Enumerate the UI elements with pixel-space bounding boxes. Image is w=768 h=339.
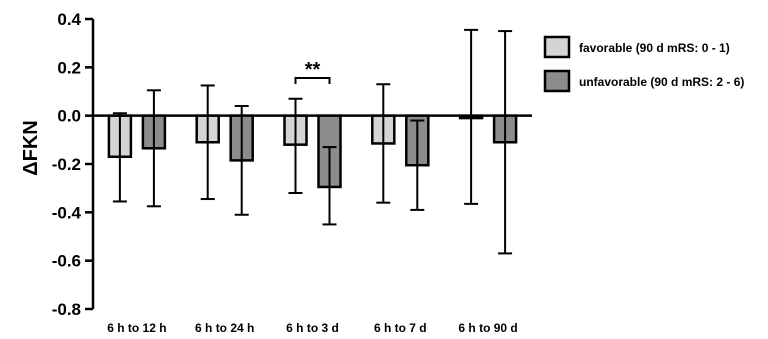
y-tick-label: 0.0: [57, 107, 81, 126]
y-tick-label: -0.4: [52, 203, 82, 222]
significance-label: **: [305, 59, 321, 81]
y-axis: 0.4 0.2 0.0 -0.2 -0.4 -0.6 -0.8: [52, 10, 532, 319]
y-tick-label: 0.4: [57, 10, 81, 29]
y-tick-label: 0.2: [57, 58, 81, 77]
legend-label: favorable (90 d mRS: 0 - 1): [579, 41, 730, 55]
x-tick-label: 6 h to 3 d: [286, 321, 339, 335]
x-tick-label: 6 h to 90 d: [458, 321, 517, 335]
x-tick-label: 6 h to 12 h: [107, 321, 166, 335]
y-tick-label: -0.2: [52, 155, 81, 174]
y-axis-title: ΔFKN: [20, 120, 42, 175]
legend-swatch: [543, 35, 571, 59]
y-tick-label: -0.6: [52, 252, 81, 271]
annotations: **: [294, 59, 331, 84]
legend-swatch: [543, 69, 571, 93]
x-tick-label: 6 h to 24 h: [195, 321, 254, 335]
legend-label: unfavorable (90 d mRS: 2 - 6): [579, 75, 744, 89]
y-tick-label: -0.8: [52, 300, 81, 319]
bars: [107, 28, 518, 255]
x-axis: 6 h to 12 h 6 h to 24 h 6 h to 3 d 6 h to 7…: [107, 321, 518, 335]
legend: favorable (90 d mRS: 0 - 1) unfavorable (…: [543, 35, 744, 93]
x-tick-label: 6 h to 7 d: [374, 321, 427, 335]
significance-bracket: [294, 77, 331, 84]
